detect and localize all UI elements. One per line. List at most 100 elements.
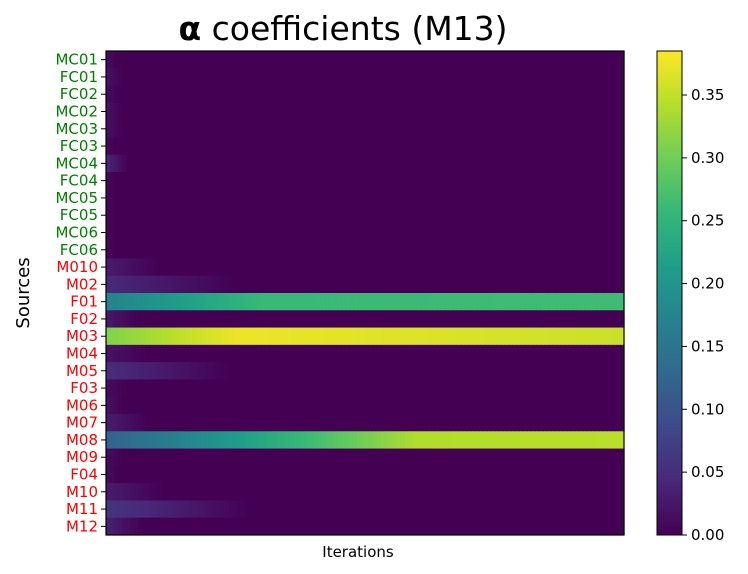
heatmap-cell: [361, 223, 366, 242]
heatmap-cell: [368, 396, 374, 415]
heatmap-cell: [504, 483, 510, 501]
heatmap-cell: [185, 120, 191, 138]
heatmap-cell: [380, 223, 386, 242]
heatmap-cell: [193, 189, 199, 207]
heatmap-cell: [384, 517, 390, 536]
heatmap-cell: [384, 431, 390, 449]
heatmap-cell: [193, 310, 199, 328]
heatmap-cell: [524, 414, 529, 432]
heatmap-cell: [444, 448, 450, 467]
heatmap-cell: [149, 223, 155, 242]
heatmap-cell: [492, 327, 498, 346]
heatmap-cell: [384, 293, 390, 311]
heatmap-cell: [145, 465, 151, 484]
heatmap-cell: [269, 483, 274, 501]
heatmap-cell: [384, 51, 390, 69]
heatmap-cell: [189, 310, 195, 328]
heatmap-cell: [269, 102, 274, 121]
heatmap-cell: [253, 379, 259, 398]
heatmap-cell: [149, 154, 155, 173]
heatmap-cell: [496, 465, 502, 484]
heatmap-cell: [141, 396, 147, 415]
heatmap-cell: [516, 189, 521, 207]
heatmap-cell: [265, 241, 270, 259]
heatmap-cell: [285, 448, 290, 467]
heatmap-cell: [552, 275, 557, 294]
heatmap-cell: [349, 344, 354, 363]
heatmap-cell: [125, 102, 131, 121]
heatmap-cell: [141, 500, 147, 519]
heatmap-cell: [205, 85, 211, 104]
heatmap-cell: [616, 189, 621, 207]
heatmap-cell: [357, 241, 362, 259]
heatmap-cell: [305, 206, 310, 225]
heatmap-cell: [357, 102, 362, 121]
heatmap-cell: [424, 327, 430, 346]
heatmap-cell: [345, 517, 350, 536]
heatmap-cell: [580, 120, 585, 138]
heatmap-cell: [225, 379, 231, 398]
heatmap-cell: [106, 172, 111, 190]
heatmap-cell: [189, 431, 195, 449]
heatmap-cell: [305, 85, 310, 104]
heatmap-cell: [297, 241, 302, 259]
heatmap-cell: [540, 102, 545, 121]
heatmap-cell: [245, 154, 251, 173]
heatmap-cell: [556, 85, 561, 104]
heatmap-cell: [341, 310, 346, 328]
heatmap-cell: [496, 275, 502, 294]
heatmap-cell: [185, 68, 191, 86]
heatmap-cell: [125, 500, 131, 519]
heatmap-cell: [165, 465, 171, 484]
heatmap-cell: [552, 85, 557, 104]
heatmap-cell: [321, 102, 326, 121]
heatmap-cell: [480, 120, 486, 138]
heatmap-cell: [388, 154, 394, 173]
heatmap-cell: [416, 68, 422, 86]
heatmap-cell: [225, 362, 231, 380]
heatmap-cell: [376, 275, 382, 294]
heatmap-cell: [349, 102, 354, 121]
heatmap-cell: [500, 414, 506, 432]
heatmap-cell: [424, 362, 430, 380]
heatmap-cell: [149, 396, 155, 415]
heatmap-cell: [436, 120, 442, 138]
heatmap-cell: [448, 206, 454, 225]
heatmap-cell: [293, 120, 298, 138]
heatmap-cell: [193, 362, 199, 380]
heatmap-cell: [436, 310, 442, 328]
heatmap-cell: [604, 206, 609, 225]
heatmap-cell: [285, 275, 290, 294]
heatmap-cell: [408, 500, 414, 519]
heatmap-cell: [548, 189, 553, 207]
heatmap-cell: [400, 517, 406, 536]
heatmap-cell: [376, 137, 382, 156]
heatmap-cell: [245, 137, 251, 156]
heatmap-cell: [604, 223, 609, 242]
heatmap-cell: [444, 483, 450, 501]
heatmap-cell: [173, 258, 179, 277]
heatmap-cell: [436, 68, 442, 86]
heatmap-cell: [321, 293, 326, 311]
heatmap-cell: [436, 517, 442, 536]
heatmap-cell: [368, 68, 374, 86]
heatmap-cell: [444, 465, 450, 484]
heatmap-cell: [325, 102, 330, 121]
heatmap-cell: [221, 154, 227, 173]
heatmap-cell: [109, 396, 115, 415]
heatmap-cell: [452, 396, 458, 415]
heatmap-cell: [281, 258, 286, 277]
heatmap-cell: [520, 172, 525, 190]
heatmap-cell: [349, 431, 354, 449]
heatmap-cell: [456, 120, 462, 138]
heatmap-cell: [456, 465, 462, 484]
heatmap-cell: [520, 137, 525, 156]
heatmap-cell: [277, 310, 282, 328]
heatmap-cell: [572, 102, 577, 121]
heatmap-cell: [197, 102, 203, 121]
heatmap-cell: [181, 85, 187, 104]
heatmap-cell: [106, 448, 111, 467]
heatmap-cell: [269, 120, 274, 138]
heatmap-cell: [285, 241, 290, 259]
heatmap-cell: [540, 206, 545, 225]
